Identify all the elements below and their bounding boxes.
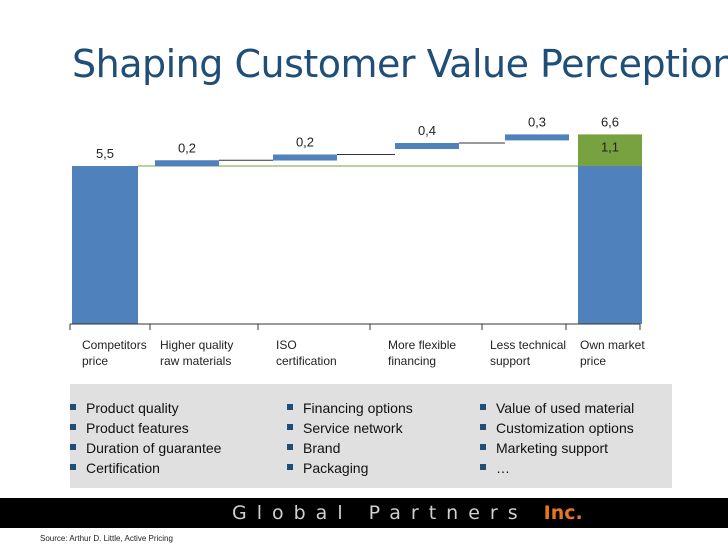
driver-item: Certification: [70, 458, 221, 478]
driver-item: Service network: [287, 418, 413, 438]
drivers-column-service: Financing options Service network Brand …: [287, 398, 413, 478]
driver-item: …: [480, 458, 634, 478]
bar-higher-quality: [155, 160, 219, 167]
bullet-icon: [480, 444, 486, 450]
page-title: Shaping Customer Value Perception: [72, 42, 728, 86]
data-label-value-gain: 1,1: [601, 139, 619, 154]
x-tick-label: Own market price: [580, 338, 645, 368]
source-note: Source: Arthur D. Little, Active Pricing: [40, 534, 173, 543]
data-label-own-market-price: 6,6: [601, 114, 619, 129]
bar-iso-certification: [273, 154, 337, 161]
driver-item: Financing options: [287, 398, 413, 418]
drivers-column-quality: Product quality Product features Duratio…: [70, 398, 221, 478]
x-tick-label: Less technical support: [490, 338, 567, 368]
x-tick-label: Competitors price: [82, 338, 147, 368]
bullet-icon: [287, 464, 293, 470]
bullet-icon: [480, 424, 486, 430]
bullet-icon: [287, 444, 293, 450]
driver-item: Packaging: [287, 458, 413, 478]
driver-item: Product features: [70, 418, 221, 438]
bar-more-flexible-financing: [395, 143, 459, 150]
bullet-icon: [70, 444, 76, 450]
bullet-icon: [480, 404, 486, 410]
x-tick-label: ISO certification: [276, 338, 337, 368]
driver-item: Value of used material: [480, 398, 634, 418]
bullet-icon: [480, 464, 486, 470]
bullet-icon: [287, 424, 293, 430]
bullet-icon: [287, 404, 293, 410]
driver-item: Product quality: [70, 398, 221, 418]
data-label-less-technical-support: 0,3: [528, 114, 546, 129]
footer-bar: [0, 498, 728, 528]
bullet-icon: [70, 424, 76, 430]
bar-own-market-price: [578, 166, 642, 324]
bar-value-gain-segment: [578, 134, 642, 166]
bullet-icon: [70, 404, 76, 410]
drivers-column-support: Value of used material Customization opt…: [480, 398, 634, 478]
data-label-more-flexible-financing: 0,4: [418, 123, 436, 138]
bar-competitors-price: [72, 166, 138, 324]
driver-item: Duration of guarantee: [70, 438, 221, 458]
bullet-icon: [70, 464, 76, 470]
company-logo: Global Partners Inc.: [232, 502, 583, 524]
data-label-higher-quality: 0,2: [178, 140, 196, 155]
driver-item: Brand: [287, 438, 413, 458]
data-label-competitors-price: 5,5: [96, 146, 114, 161]
value-drivers-panel: Product quality Product features Duratio…: [70, 384, 672, 488]
data-label-iso-certification: 0,2: [296, 135, 314, 150]
waterfall-chart: 5,5 0,2 0,2 0,4 0,3 6,6 1,1: [69, 114, 642, 330]
driver-item: Customization options: [480, 418, 634, 438]
x-tick-label: More flexible financing: [388, 338, 457, 368]
driver-item: Marketing support: [480, 438, 634, 458]
bar-less-technical-support: [505, 134, 569, 141]
x-tick-label: Higher quality raw materials: [160, 338, 234, 368]
